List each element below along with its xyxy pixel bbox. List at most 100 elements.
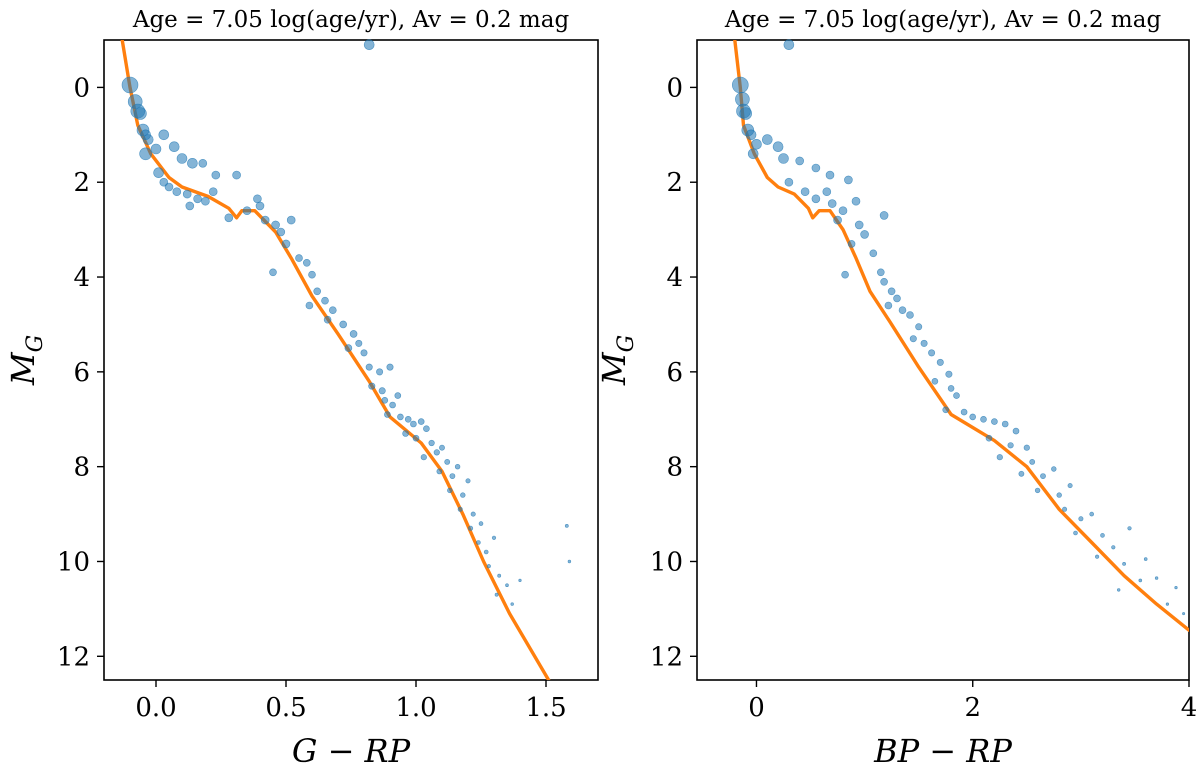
right-star-point: [1127, 526, 1132, 531]
right-star-point: [1111, 545, 1116, 550]
left-star-point: [420, 454, 427, 461]
left-x-ticks: 0.0 0.5 1.0 1.5: [135, 680, 567, 723]
right-star-point: [854, 220, 864, 230]
left-star-point: [404, 415, 412, 423]
left-star-point: [436, 468, 443, 475]
left-star-point: [302, 258, 311, 267]
right-star-point: [909, 335, 917, 343]
left-star-point: [412, 434, 420, 442]
right-star-point: [860, 230, 869, 239]
left-y-ticks: 0 2 4 6 8 10 12: [57, 73, 104, 672]
left-panel-title: Age = 7.05 log(age/yr), Av = 0.2 mag: [132, 7, 570, 33]
left-star-point: [454, 464, 461, 470]
right-star-point: [936, 358, 944, 366]
left-star-point: [476, 540, 481, 545]
left-star-point: [470, 511, 476, 517]
left-star-point: [360, 349, 368, 357]
right-y-tick-label: 12: [650, 642, 683, 672]
left-star-point: [394, 392, 402, 399]
left-star-point: [185, 201, 195, 211]
left-scatter-layer: [121, 39, 572, 606]
left-star-point: [313, 287, 322, 296]
left-x-tick-label: 0.0: [135, 693, 176, 723]
right-scatter-layer: [731, 39, 1186, 616]
left-star-point: [198, 159, 208, 168]
right-star-point: [761, 134, 773, 145]
left-star-point: [478, 521, 484, 526]
right-plot-frame: [696, 39, 1190, 681]
right-star-point: [991, 418, 998, 425]
left-star-point: [255, 201, 265, 211]
right-star-point: [1007, 442, 1014, 449]
right-star-point: [898, 306, 907, 315]
left-star-point: [368, 382, 376, 390]
right-y-tick-label: 10: [650, 547, 683, 577]
right-star-point: [980, 415, 987, 423]
right-panel-title: Age = 7.05 log(age/yr), Av = 0.2 mag: [724, 7, 1162, 33]
right-x-axis-label: BP − RP: [873, 732, 1012, 770]
right-isochrone-line: [733, 40, 1189, 632]
right-star-point: [869, 249, 878, 258]
left-star-point: [468, 525, 474, 531]
right-y-axis-label: MG: [595, 335, 639, 386]
right-star-point: [822, 187, 832, 196]
right-star-point: [838, 206, 848, 215]
left-star-point: [260, 215, 270, 225]
left-y-tick-label: 2: [73, 168, 90, 198]
left-star-point: [176, 153, 188, 164]
left-star-point: [281, 239, 291, 249]
left-star-point: [365, 363, 373, 371]
left-star-point: [321, 296, 329, 305]
left-star-point: [142, 134, 154, 145]
left-star-point: [378, 387, 386, 395]
left-y-tick-label: 0: [73, 73, 90, 103]
left-star-point: [208, 187, 218, 196]
left-star-point: [153, 167, 164, 178]
left-star-point: [457, 506, 463, 512]
right-star-point: [876, 268, 885, 277]
right-star-point: [739, 107, 753, 120]
right-star-point: [1034, 487, 1041, 494]
left-star-point: [134, 107, 147, 120]
left-star-point: [242, 206, 252, 215]
right-x-tick-label: 0: [748, 693, 765, 723]
left-star-point: [232, 170, 241, 180]
left-star-point: [447, 487, 453, 494]
right-star-point: [1154, 576, 1159, 580]
right-y-tick-label: 6: [666, 358, 683, 388]
left-star-point: [187, 158, 198, 169]
right-star-point: [1073, 530, 1078, 536]
right-star-point: [880, 277, 888, 286]
right-star-point: [1094, 554, 1100, 559]
right-star-point: [1165, 602, 1169, 606]
left-star-point: [328, 306, 337, 315]
right-star-point: [745, 129, 757, 141]
right-star-point: [747, 148, 759, 160]
left-star-point: [428, 439, 435, 447]
right-y-tick-label: 0: [666, 73, 683, 103]
left-star-point: [497, 573, 502, 578]
left-y-tick-label: 10: [57, 547, 90, 577]
left-star-point: [121, 76, 139, 94]
left-star-point: [211, 170, 221, 180]
right-star-point: [947, 385, 955, 392]
left-star-point: [518, 578, 522, 583]
right-star-point: [960, 408, 968, 416]
right-panel-bprp: Age = 7.05 log(age/yr), Av = 0.2 mag 0 2 4…: [595, 7, 1197, 770]
right-y-tick-label: 2: [666, 168, 683, 198]
left-star-point: [271, 220, 280, 230]
right-star-point: [1012, 427, 1020, 435]
left-star-point: [339, 320, 348, 329]
right-star-point: [945, 370, 953, 378]
left-star-point: [483, 549, 489, 555]
right-star-point: [1182, 612, 1186, 616]
right-star-point: [847, 240, 856, 248]
left-isochrone-line: [120, 40, 551, 680]
left-star-point: [439, 444, 445, 451]
left-star-point: [269, 268, 277, 277]
right-star-point: [1040, 473, 1046, 479]
right-star-point: [969, 413, 977, 421]
left-isochrone-layer: [120, 40, 551, 680]
right-star-point: [1078, 516, 1084, 522]
